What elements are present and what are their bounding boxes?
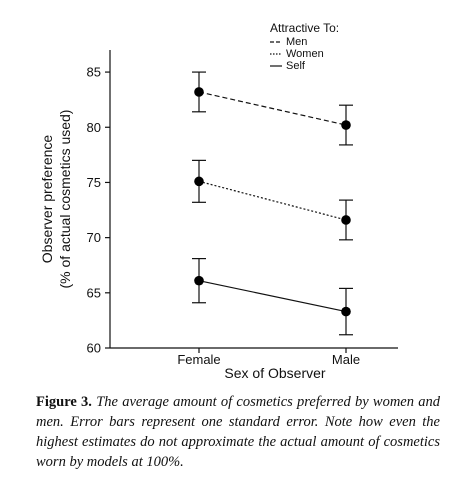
series-line-self [198, 280, 347, 313]
caption-text: The average amount of cosmetics preferre… [36, 394, 440, 470]
series-men [192, 71, 353, 146]
legend-label-self: Self [286, 60, 306, 72]
data-point [194, 87, 204, 97]
y-tick-label: 65 [87, 285, 101, 300]
series-women [192, 159, 353, 241]
legend-label-men: Men [286, 36, 307, 48]
y-tick-label: 75 [87, 175, 101, 190]
series-self [192, 258, 353, 336]
data-point [194, 275, 204, 286]
chart: 60 65 70 75 80 85 Female Male Observer prefere… [39, 21, 398, 381]
y-tick-label: 85 [87, 65, 101, 80]
data-point [341, 306, 351, 317]
data-point [341, 120, 351, 130]
y-axis-title-line-1: Observer preference [39, 135, 55, 264]
y-tick-label: 70 [87, 230, 101, 245]
series-layer [192, 71, 353, 336]
x-axis-ticks: Female Male [177, 348, 360, 367]
x-tick-label: Female [177, 352, 220, 367]
series-line-men [198, 91, 347, 126]
caption-label: Figure 3. [36, 394, 92, 410]
y-tick-label: 60 [87, 341, 101, 356]
y-tick-label: 80 [87, 120, 101, 135]
data-point [194, 176, 204, 187]
series-line-women [198, 180, 347, 221]
legend-title: Attractive To: [270, 21, 339, 35]
x-axis-title: Sex of Observer [224, 365, 325, 381]
legend-label-women: Women [286, 48, 324, 60]
data-point [341, 215, 351, 225]
figure-caption: Figure 3. The average amount of cosmetic… [36, 392, 440, 472]
y-axis-ticks: 60 65 70 75 80 85 [87, 65, 110, 356]
x-tick-label: Male [332, 352, 360, 367]
y-axis-title-line-2: (% of actual cosmetics used) [57, 110, 73, 289]
